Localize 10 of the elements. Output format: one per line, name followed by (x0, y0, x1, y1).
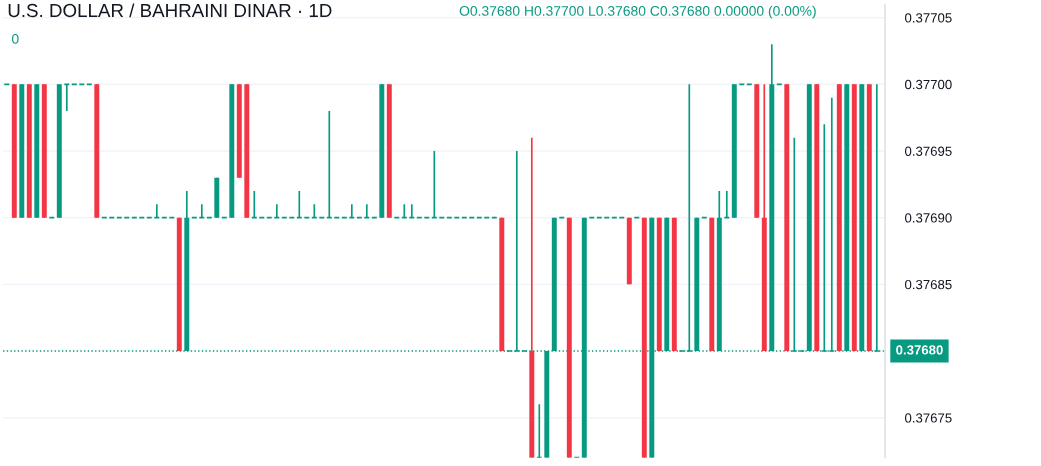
y-tick-label: 0.37705 (905, 13, 952, 23)
annotation: O0.37680 H0.37700 L0.37680 C0.37680 0.00000 (0.00%) (459, 5, 816, 19)
y-tick-label: 0.37690 (905, 213, 952, 223)
chart-title: U.S. DOLLAR / BAHRAINI DINAR · 1D (8, 3, 332, 18)
y-tick-label: 0.37675 (905, 413, 952, 423)
y-tick-label: 0.37700 (905, 79, 952, 90)
ref-line-label: 0.37680 (896, 345, 943, 355)
y-tick-label: 0.37695 (905, 146, 952, 156)
annotation: 0 (11, 33, 19, 44)
y-tick-label: 0.37685 (905, 279, 952, 290)
